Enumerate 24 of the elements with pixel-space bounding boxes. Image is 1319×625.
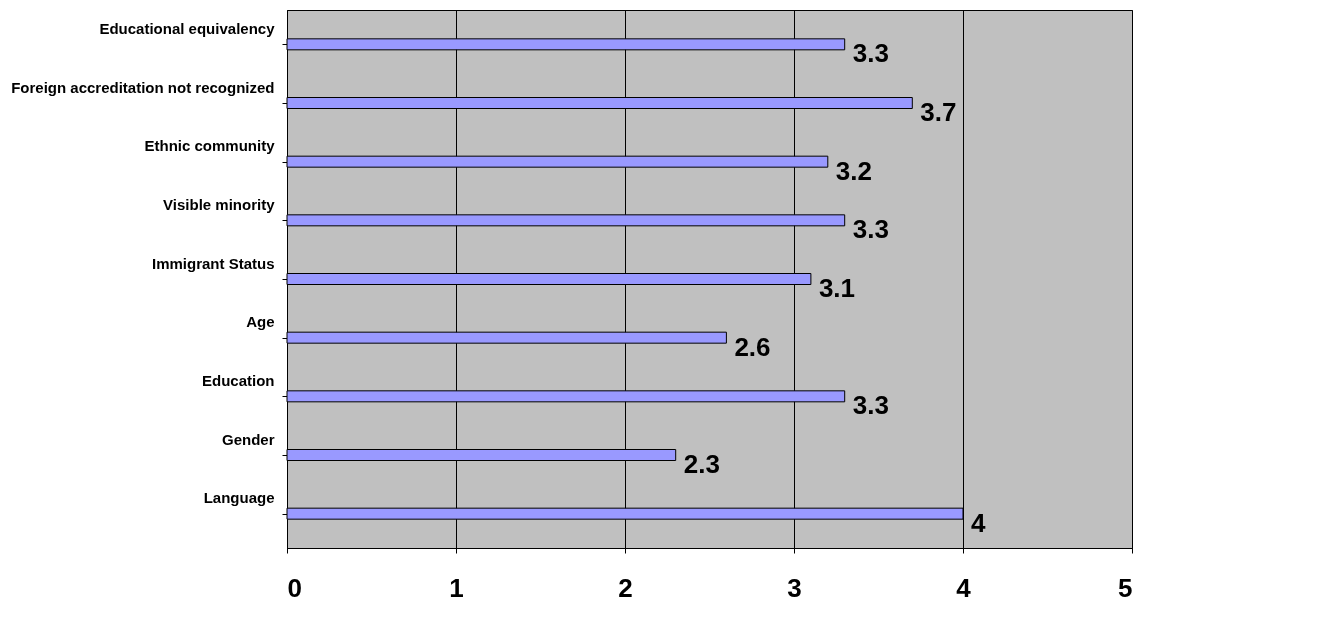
x-tick-label: 2 — [618, 572, 633, 603]
x-tick-label: 3 — [787, 572, 802, 603]
data-label: 2.6 — [734, 331, 771, 362]
x-tick-label: 0 — [287, 572, 302, 603]
y-tick-label: Age — [246, 313, 275, 331]
y-tick-label: Education — [201, 371, 275, 389]
x-tick-label: 4 — [956, 572, 972, 603]
x-tick-label: 5 — [1118, 572, 1133, 603]
x-tick-label: 1 — [449, 572, 464, 603]
y-tick-label: Gender — [221, 430, 275, 448]
y-tick-label: Foreign accreditation not recognized — [11, 78, 275, 96]
data-label: 2.3 — [683, 449, 720, 479]
data-label: 3.3 — [852, 38, 889, 69]
y-tick-label: Educational equivalency — [99, 19, 276, 37]
y-tick-label: Language — [203, 489, 275, 507]
y-tick-label: Ethnic community — [144, 137, 276, 155]
data-label: 3.2 — [835, 155, 872, 186]
data-label: 3.1 — [818, 273, 856, 303]
y-tick-label: Visible minority — [163, 195, 276, 213]
y-tick-label: Immigrant Status — [151, 254, 275, 272]
data-label: 4 — [971, 507, 986, 538]
data-label: 3.3 — [852, 214, 889, 245]
data-label: 3.3 — [852, 390, 889, 421]
data-label: 3.7 — [920, 97, 957, 127]
